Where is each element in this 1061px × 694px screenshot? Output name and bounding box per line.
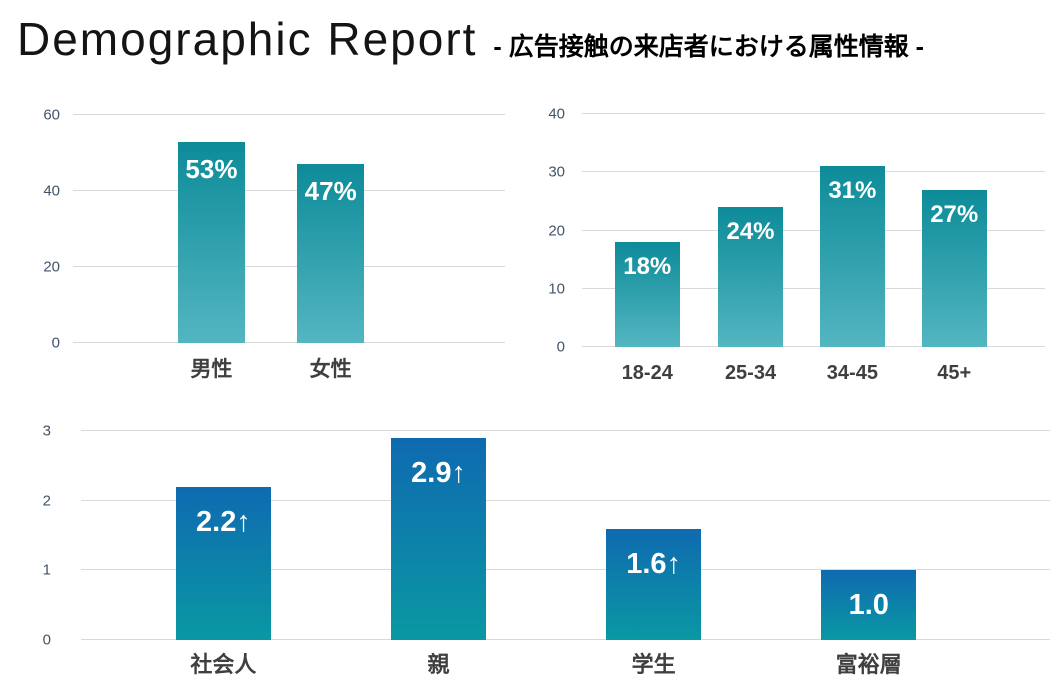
bar-age-3: 27%: [921, 189, 987, 347]
y-tick-label: 40: [548, 105, 565, 123]
gridline: [81, 639, 1050, 640]
y-tick-label: 20: [43, 258, 60, 276]
x-category-label: 25-34: [724, 362, 777, 384]
bar-value-label: 31%: [828, 177, 877, 205]
gridline: [582, 171, 1045, 173]
y-tick-label: 0: [556, 338, 565, 356]
bar-age-2: 31%: [819, 166, 885, 347]
report-subtitle: - 広告接触の来店者における属性情報 -: [493, 33, 924, 61]
y-tick-label: 10: [548, 280, 565, 298]
y-tick-label: 0: [42, 631, 51, 649]
y-tick-label: 40: [43, 182, 60, 200]
gridline: [582, 229, 1045, 231]
gridline: [582, 287, 1045, 289]
report-header: Demographic Report - 広告接触の来店者における属性情報 -: [17, 8, 924, 70]
x-category-label: 男性: [190, 358, 233, 381]
gridline: [582, 346, 1045, 347]
bar-value-label: 18%: [623, 253, 672, 281]
gridline: [73, 190, 505, 192]
x-category-label: 親: [427, 652, 450, 677]
bar-value-label: 53%: [185, 153, 238, 184]
bar-age-1: 24%: [718, 207, 783, 347]
bar-visitor-segment-lift-3: 1.0: [821, 570, 917, 640]
y-tick-label: 0: [51, 334, 60, 352]
x-category-label: 45+: [937, 362, 972, 384]
bar-visitor-segment-lift-2: 1.6↑: [606, 528, 702, 640]
y-tick-label: 2: [42, 492, 51, 510]
x-category-label: 富裕層: [835, 652, 902, 677]
visitor-segment-lift-chart: 0 1 2 3 2.2↑ 社会人 2.9↑ 親 1.6↑ 学生 1.0 富裕層: [43, 424, 1050, 677]
y-tick-label: 60: [43, 106, 60, 124]
y-tick-label: 30: [548, 163, 565, 181]
x-category-label: 社会人: [190, 652, 257, 677]
x-category-label: 学生: [631, 652, 676, 677]
gridline: [73, 342, 505, 343]
gridline: [73, 114, 505, 115]
bar-age-0: 18%: [614, 242, 680, 347]
bar-gender-1: 47%: [297, 164, 365, 343]
gridline: [81, 499, 1050, 501]
x-category-label: 34-45: [826, 362, 878, 384]
bar-value-label: 47%: [304, 176, 357, 207]
bar-visitor-segment-lift-0: 2.2↑: [175, 486, 271, 640]
gridline: [582, 113, 1045, 114]
report-title: Demographic Report: [17, 13, 478, 65]
y-tick-label: 1: [42, 561, 51, 579]
gridline: [73, 266, 505, 268]
age-chart: 0 10 20 30 40 18% 18-24 24% 25-34 31% 34-45 27% 45+: [548, 107, 1045, 384]
x-category-label: 女性: [309, 358, 352, 381]
bar-value-label: 2.2↑: [196, 505, 251, 538]
bar-visitor-segment-lift-1: 2.9↑: [391, 437, 487, 640]
bar-value-label: 1.6↑: [626, 547, 682, 580]
y-tick-label: 20: [548, 222, 565, 239]
gender-chart: 0 20 40 60 53% 男性 47% 女性: [43, 108, 505, 381]
bar-value-label: 1.0: [848, 589, 889, 622]
x-category-label: 18-24: [621, 362, 673, 384]
bar-value-label: 24%: [726, 218, 775, 246]
bar-gender-0: 53%: [177, 141, 245, 343]
bar-value-label: 2.9↑: [411, 456, 466, 489]
gridline: [81, 569, 1050, 571]
gridline: [81, 430, 1050, 431]
bar-value-label: 27%: [930, 200, 979, 228]
y-tick-label: 3: [42, 422, 51, 440]
